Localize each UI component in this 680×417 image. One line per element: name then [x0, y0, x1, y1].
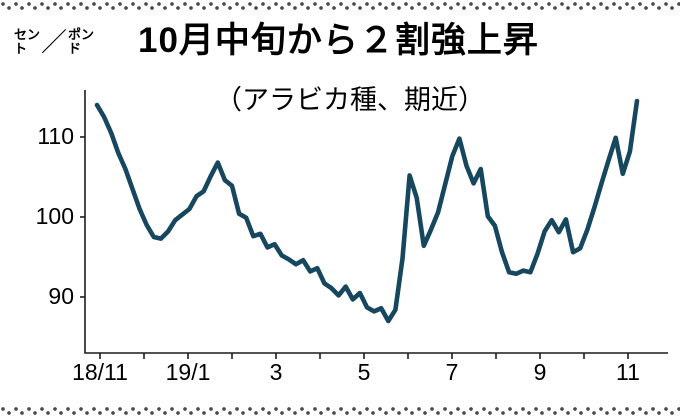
y-axis-unit: セント ／ ポンド: [14, 27, 95, 57]
chart-axes: [84, 90, 668, 354]
y-axis-tick-label: 110: [37, 123, 74, 149]
decorative-border-top: [0, 0, 680, 12]
y-axis-tick-label: 90: [48, 283, 74, 309]
x-axis-tick-label: 5: [357, 359, 371, 385]
x-axis-tick-label: 18/11: [72, 359, 128, 385]
y-axis-unit-cents: セント: [14, 27, 41, 57]
y-axis-unit-slash: ／: [41, 27, 68, 57]
y-axis-unit-pound: ポンド: [68, 27, 95, 57]
x-axis-tick-label: 19/1: [165, 359, 211, 385]
decorative-border-bottom: [0, 405, 680, 417]
chart-subtitle: （アラビカ種、期近）: [215, 85, 485, 115]
x-axis-tick-label: 9: [533, 359, 547, 385]
y-axis-tick-label: 100: [35, 203, 74, 229]
price-series-line: [94, 98, 640, 324]
chart-title: 10月中旬から２割強上昇: [138, 21, 539, 60]
x-axis-tick-label: 7: [445, 359, 459, 385]
x-axis-tick-label: 11: [616, 359, 640, 385]
x-axis-tick-label: 3: [269, 359, 283, 385]
